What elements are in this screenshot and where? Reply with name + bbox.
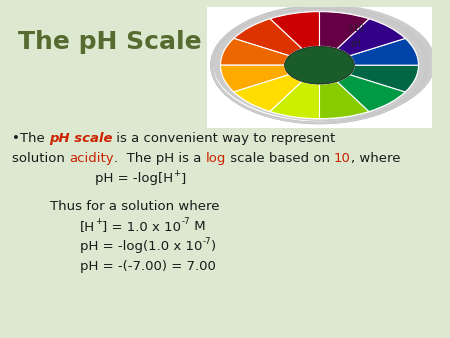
Text: solution: solution [12, 152, 69, 165]
Wedge shape [337, 75, 405, 112]
Text: M: M [190, 220, 206, 233]
Wedge shape [270, 81, 320, 119]
Wedge shape [350, 39, 419, 65]
Text: pH = -log(1.0 x 10: pH = -log(1.0 x 10 [80, 240, 202, 253]
Wedge shape [234, 19, 302, 56]
Text: pH scale: pH scale [49, 132, 112, 145]
Text: ] = 1.0 x 10: ] = 1.0 x 10 [103, 220, 181, 233]
Wedge shape [320, 81, 369, 119]
Text: pH: pH [350, 39, 361, 48]
Wedge shape [220, 65, 289, 92]
Text: .  The pH is a: . The pH is a [114, 152, 205, 165]
Text: log: log [205, 152, 226, 165]
Ellipse shape [212, 4, 436, 121]
Wedge shape [350, 65, 419, 92]
Wedge shape [337, 19, 405, 56]
Text: is a convenient way to represent: is a convenient way to represent [112, 132, 336, 145]
Wedge shape [220, 39, 289, 65]
Text: 10: 10 [334, 152, 351, 165]
Text: Thus for a solution where: Thus for a solution where [50, 200, 220, 213]
FancyBboxPatch shape [207, 7, 432, 128]
Text: [H: [H [80, 220, 95, 233]
Wedge shape [270, 81, 320, 119]
Text: , where: , where [351, 152, 400, 165]
Text: pH = -log[H: pH = -log[H [95, 172, 173, 185]
Text: acidity: acidity [69, 152, 114, 165]
Wedge shape [337, 19, 405, 56]
Wedge shape [270, 11, 320, 49]
Wedge shape [320, 81, 369, 119]
Text: +: + [95, 217, 103, 226]
Text: 1·10: 1·10 [347, 24, 364, 33]
Text: ]: ] [180, 172, 185, 185]
Wedge shape [220, 65, 289, 92]
Text: pH = -(-7.00) = 7.00: pH = -(-7.00) = 7.00 [80, 260, 216, 273]
Wedge shape [234, 75, 302, 112]
Wedge shape [350, 65, 419, 92]
Wedge shape [234, 75, 302, 112]
Wedge shape [320, 11, 369, 49]
Wedge shape [320, 11, 369, 49]
Text: +: + [173, 169, 180, 178]
Text: ): ) [211, 240, 216, 253]
Wedge shape [234, 19, 302, 56]
Text: scale based on: scale based on [226, 152, 334, 165]
Wedge shape [350, 39, 419, 65]
Text: •The: •The [12, 132, 49, 145]
Wedge shape [337, 75, 405, 112]
Wedge shape [270, 11, 320, 49]
Ellipse shape [284, 46, 355, 84]
Text: -7: -7 [181, 217, 190, 226]
Wedge shape [220, 39, 289, 65]
Text: The pH Scale: The pH Scale [18, 30, 202, 54]
Text: -7: -7 [202, 237, 211, 246]
